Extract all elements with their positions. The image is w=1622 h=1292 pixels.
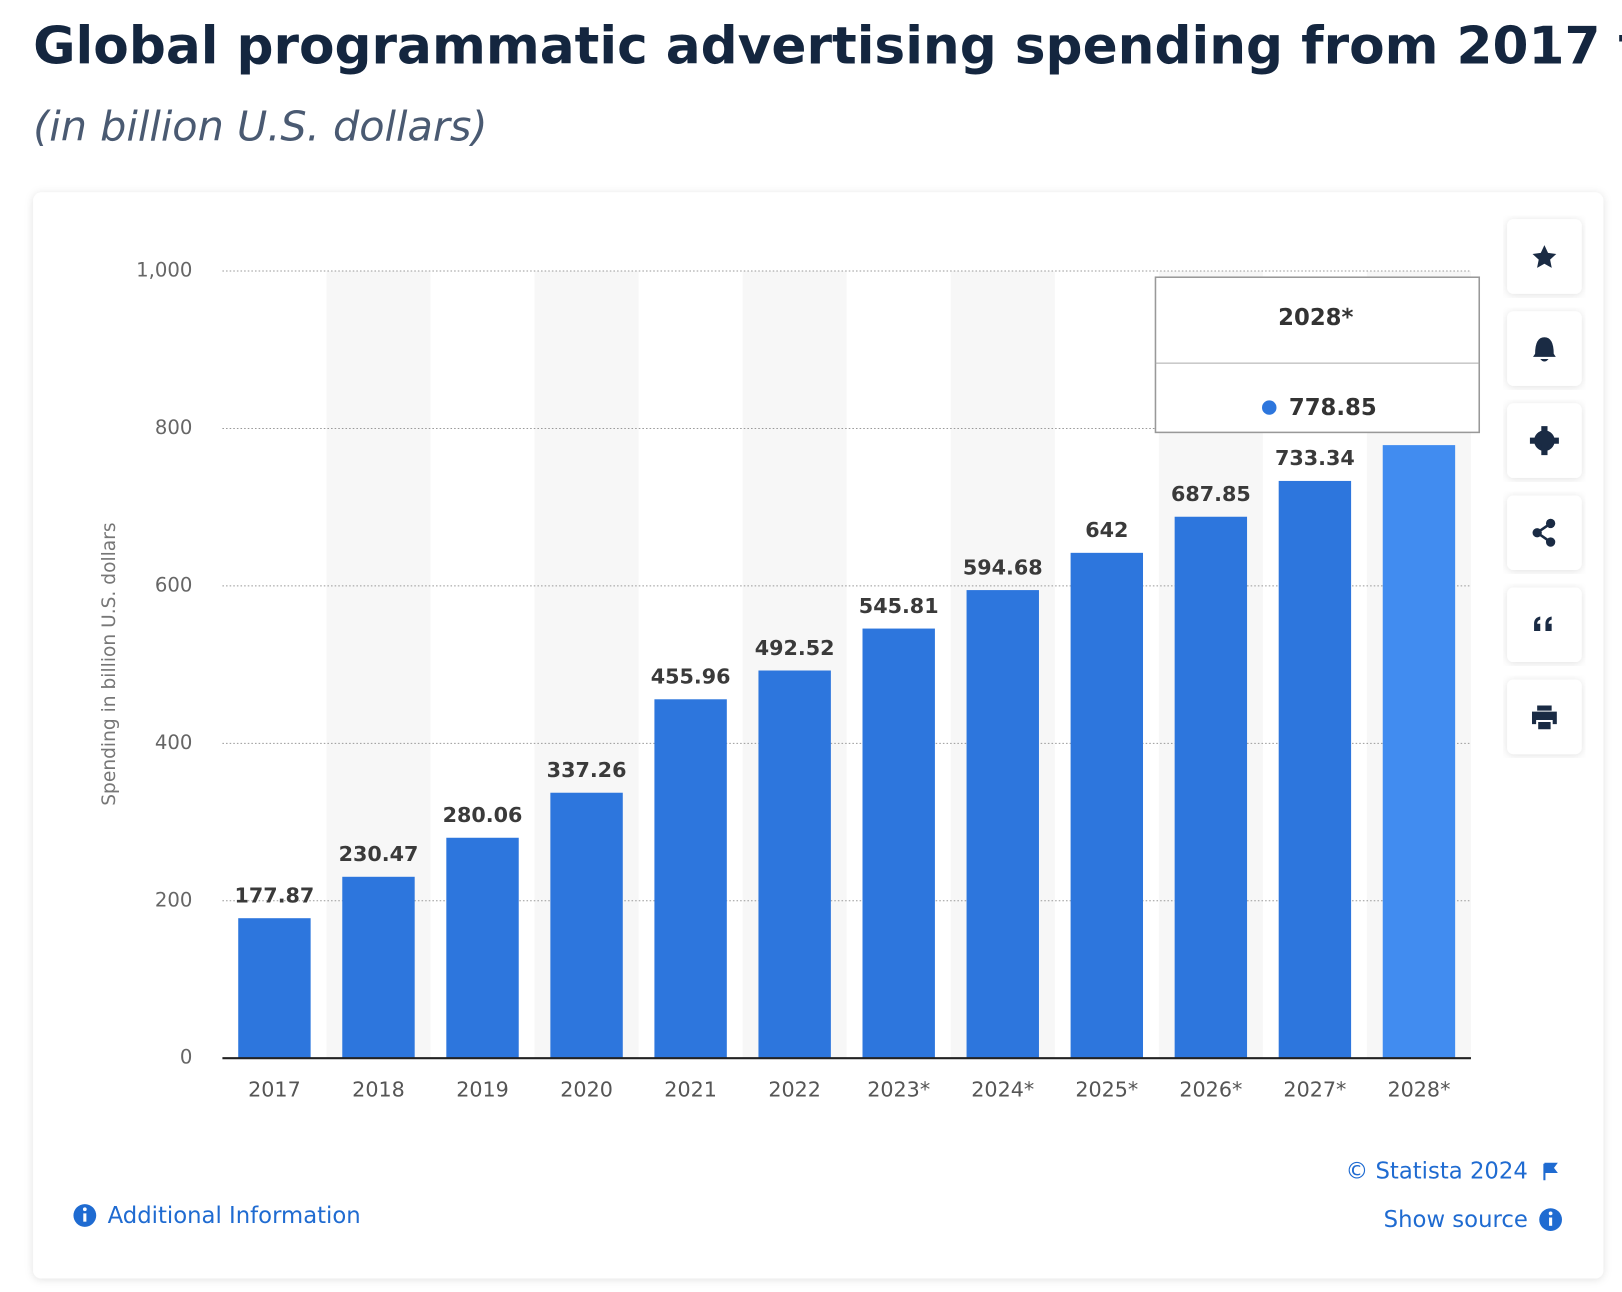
bar	[758, 670, 831, 1059]
additional-information[interactable]: Additional Information	[108, 1203, 361, 1229]
bar	[238, 918, 311, 1059]
value-label: 230.47	[339, 842, 419, 866]
x-tick-label: 2024*	[971, 1077, 1034, 1101]
print-button[interactable]	[1507, 679, 1582, 755]
share-button[interactable]	[1507, 495, 1582, 570]
bar	[1070, 552, 1144, 1059]
x-tick-label: 2020	[560, 1077, 613, 1101]
x-tick-label: 2025*	[1075, 1077, 1138, 1101]
bar	[1174, 516, 1248, 1059]
copyright[interactable]: © Statista 2024	[1345, 1159, 1527, 1185]
value-label: 455.96	[651, 665, 731, 689]
x-tick-label: 2028*	[1387, 1077, 1450, 1101]
x-tick-label: 2021	[664, 1077, 717, 1101]
y-tick-label: 1,000	[136, 259, 192, 282]
tooltip-dot	[1262, 400, 1277, 415]
chart-title: Global programmatic advertising spending…	[33, 17, 1622, 77]
tooltip-value: 778.85	[1289, 395, 1377, 421]
value-label: 687.85	[1171, 482, 1251, 506]
y-tick-label: 600	[155, 573, 193, 596]
bar	[966, 590, 1039, 1059]
chart-subtitle: (in billion U.S. dollars)	[33, 102, 487, 150]
tooltip-box	[1154, 276, 1481, 434]
value-label: 337.26	[547, 758, 627, 782]
settings-button[interactable]	[1507, 403, 1582, 478]
x-tick-label: 2018	[352, 1077, 405, 1101]
y-tick-label: 0	[180, 1046, 193, 1069]
x-tick-label: 2019	[456, 1077, 509, 1101]
value-label: 545.81	[859, 594, 939, 618]
bar	[446, 837, 519, 1059]
y-tick-label: 800	[155, 416, 193, 439]
toolbar	[1507, 219, 1582, 755]
y-tick-label: 200	[155, 888, 193, 911]
bar	[342, 876, 415, 1059]
flag-icon[interactable]	[1543, 1162, 1558, 1181]
bar	[1382, 445, 1456, 1059]
bar	[1278, 480, 1352, 1059]
x-tick-label: 2022	[768, 1077, 821, 1101]
tooltip-title: 2028*	[1278, 305, 1353, 331]
y-tick-label: 400	[155, 731, 193, 754]
favorite-button[interactable]	[1507, 219, 1582, 294]
x-tick-label: 2027*	[1283, 1077, 1346, 1101]
value-label: 177.87	[235, 883, 315, 907]
show-source[interactable]: Show source	[1384, 1207, 1528, 1233]
alert-button[interactable]	[1507, 311, 1582, 386]
x-tick-label: 2026*	[1179, 1077, 1242, 1101]
y-axis-label: Spending in billion U.S. dollars	[99, 522, 120, 805]
x-tick-label: 2017	[248, 1077, 301, 1101]
value-label: 280.06	[443, 803, 523, 827]
bar	[550, 792, 623, 1059]
value-label: 492.52	[755, 636, 835, 660]
value-label: 642	[1085, 518, 1128, 542]
bar	[654, 699, 727, 1059]
source-info-icon[interactable]	[1539, 1208, 1562, 1231]
x-tick-label: 2023*	[867, 1077, 930, 1101]
value-label: 594.68	[963, 555, 1043, 579]
info-icon[interactable]	[73, 1204, 97, 1227]
tooltip: 2028* 778.85	[1154, 276, 1481, 434]
cite-button[interactable]	[1507, 587, 1582, 663]
bar	[862, 628, 935, 1059]
value-label: 733.34	[1275, 446, 1355, 470]
